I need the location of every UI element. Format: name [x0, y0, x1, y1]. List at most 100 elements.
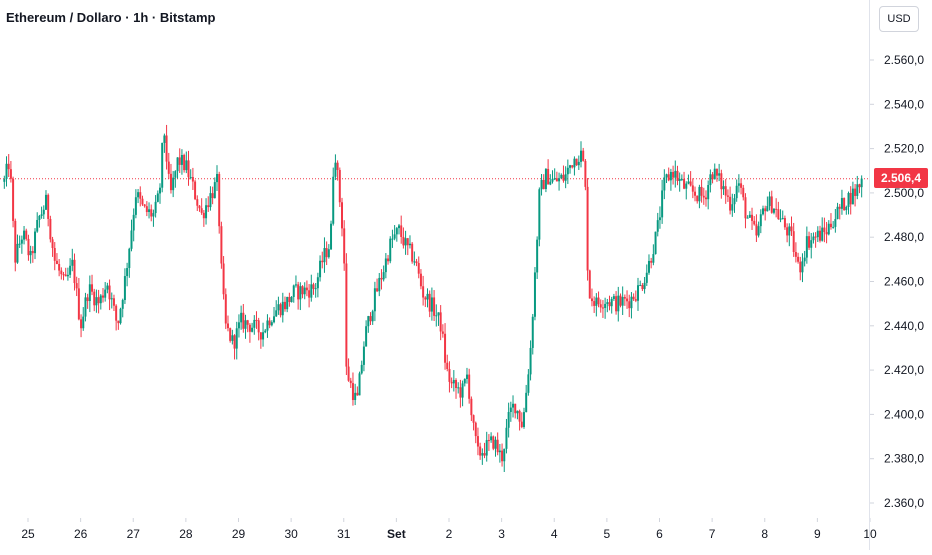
- candle-body: [303, 287, 306, 295]
- candle-body: [430, 297, 433, 312]
- candle-body: [621, 297, 624, 306]
- candle-body: [325, 248, 328, 258]
- candle-body: [444, 333, 447, 363]
- candle-body: [435, 315, 438, 317]
- time-tick-label: 5: [604, 527, 611, 541]
- candle-body: [744, 197, 747, 219]
- currency-button[interactable]: USD: [879, 6, 919, 32]
- candle-body: [365, 326, 368, 347]
- candle-body: [544, 168, 547, 190]
- candle-body: [14, 220, 17, 263]
- candle-body: [821, 227, 824, 241]
- candle-body: [509, 407, 512, 412]
- candle-body: [27, 238, 30, 256]
- candle-body: [82, 316, 85, 329]
- candle-body: [588, 270, 591, 299]
- candle-body: [687, 181, 690, 184]
- candle-body: [847, 192, 850, 207]
- candle-body: [647, 260, 650, 273]
- candle-body: [196, 199, 199, 206]
- candle-body: [237, 322, 240, 329]
- candle-body: [242, 312, 245, 329]
- candle-body: [856, 184, 859, 196]
- candle-body: [459, 387, 462, 398]
- candle-body: [632, 296, 635, 300]
- candle-body: [286, 296, 289, 310]
- candle-body: [202, 212, 205, 219]
- candle-body: [273, 316, 276, 323]
- candle-body: [465, 374, 468, 379]
- candle-body: [340, 202, 343, 229]
- candle-body: [207, 205, 210, 208]
- candle-body: [62, 274, 65, 276]
- candle-body: [332, 176, 335, 224]
- candle-body: [470, 398, 473, 416]
- candle-body: [23, 230, 26, 240]
- candle-body: [415, 261, 418, 264]
- candle-body: [641, 285, 644, 290]
- price-tick-label: 2.380,0: [884, 452, 924, 466]
- candle-body: [159, 187, 162, 194]
- candle-body: [343, 228, 346, 264]
- candle-body: [840, 198, 843, 209]
- candle-body: [426, 293, 429, 300]
- candle-body: [180, 155, 183, 165]
- candle-body: [358, 373, 361, 396]
- candle-body: [301, 286, 304, 295]
- candle-body: [351, 383, 354, 401]
- candle-body: [12, 178, 15, 221]
- candle-body: [77, 288, 80, 320]
- candle-body: [393, 234, 396, 239]
- candle-body: [174, 171, 177, 178]
- candle-body: [797, 256, 800, 262]
- candle-body: [551, 178, 554, 182]
- candle-body: [764, 208, 767, 212]
- candle-body: [731, 204, 734, 211]
- candle-body: [645, 272, 648, 283]
- time-axis[interactable]: 25 26 27 28 29 30 31 Set 2 3 4 5 6 7 8 9 10: [21, 518, 877, 541]
- candle-body: [485, 440, 488, 456]
- candle-body: [433, 297, 436, 316]
- candle-body: [724, 186, 727, 196]
- price-tick-label: 2.480,0: [884, 230, 924, 244]
- candle-body: [205, 205, 208, 219]
- candle-body: [139, 192, 142, 199]
- candle-body: [356, 392, 359, 396]
- candle-body: [316, 277, 319, 289]
- candle-body: [233, 335, 236, 349]
- candle-body: [628, 301, 631, 309]
- candle-body: [599, 304, 602, 308]
- candle-body: [634, 299, 637, 301]
- candle-body: [64, 274, 67, 277]
- candle-body: [450, 381, 453, 384]
- candle-body: [101, 295, 104, 298]
- candle-body: [590, 298, 593, 302]
- candle-body: [91, 284, 94, 292]
- candle-body: [658, 217, 661, 221]
- time-tick-label: 3: [498, 527, 505, 541]
- candle-body: [327, 249, 330, 258]
- candle-body: [457, 387, 460, 389]
- candle-body: [264, 330, 267, 333]
- candle-body: [661, 190, 664, 218]
- candle-body: [547, 168, 550, 185]
- candle-body: [726, 195, 729, 197]
- candle-body: [606, 302, 609, 304]
- candle-body: [722, 186, 725, 190]
- candle-body: [713, 168, 716, 180]
- candle-body: [595, 297, 598, 306]
- candle-body: [110, 298, 113, 300]
- candle-body: [808, 236, 811, 248]
- price-axis[interactable]: 2.560,0 2.540,0 2.520,0 2.500,0 2.480,0 2.460…: [869, 53, 924, 510]
- candle-body: [525, 392, 528, 413]
- candle-body: [827, 223, 830, 235]
- candle-body: [191, 177, 194, 182]
- candle-body: [794, 252, 797, 257]
- candle-body: [803, 257, 806, 262]
- candle-body: [768, 196, 771, 207]
- candle-body: [194, 181, 197, 200]
- candle-body: [308, 290, 311, 298]
- candle-body: [700, 186, 703, 196]
